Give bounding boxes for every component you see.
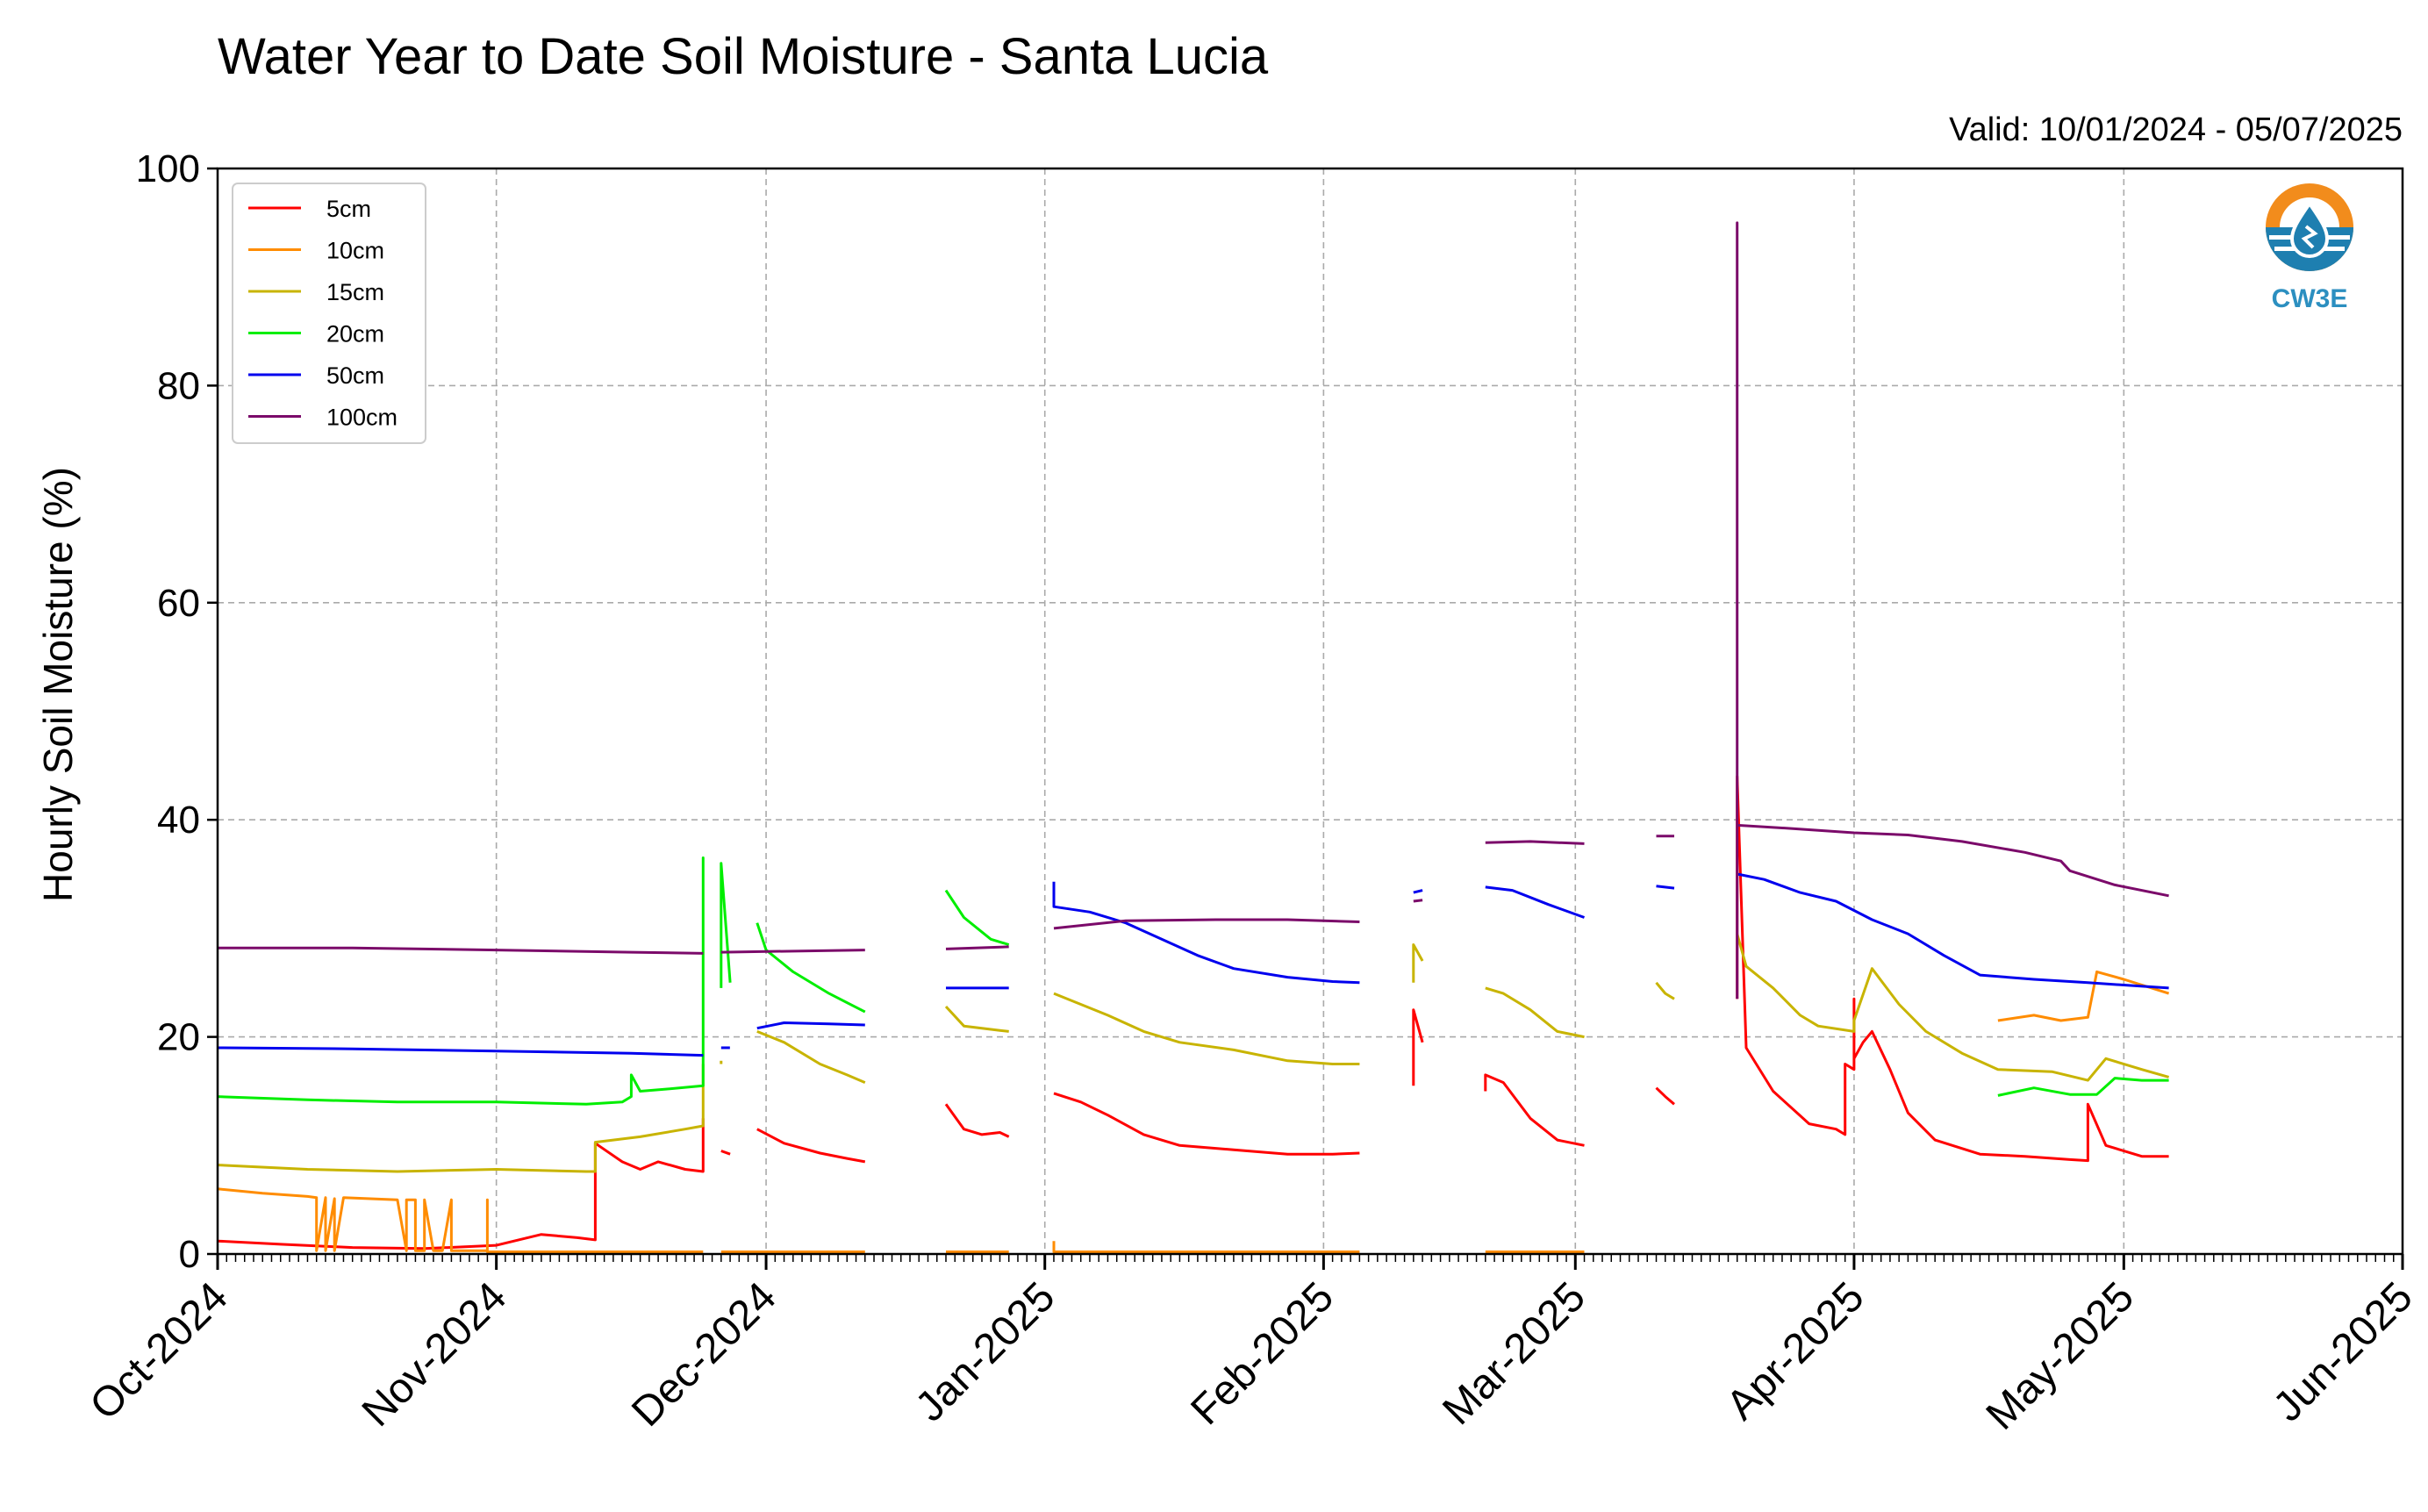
series-segment: [217, 856, 705, 1106]
series-segment: [1485, 986, 1585, 1039]
x-tick-label: Dec-2024: [623, 1273, 785, 1436]
series-segment: [1485, 885, 1586, 919]
series-segment: [1484, 1073, 1585, 1147]
legend-entry-5cm: 5cm: [326, 196, 371, 222]
series-segment: [1736, 775, 2169, 1163]
series-segment: [217, 1187, 704, 1253]
series-segment: [1053, 918, 1360, 930]
series-segment: [1997, 970, 2170, 1022]
series-50cm: [217, 872, 2169, 1057]
plot-frame: [216, 167, 2404, 1256]
x-tick-label: Jun-2025: [2265, 1273, 2422, 1430]
series-segment: [217, 1046, 704, 1057]
series-segment: [1736, 221, 2169, 1000]
series-layer: [217, 221, 2170, 1253]
x-tick-label: Feb-2025: [1182, 1273, 1343, 1434]
cw3e-logo-text: CW3E: [2272, 284, 2348, 313]
series-100cm: [218, 221, 2169, 1000]
series-5cm: [217, 775, 2169, 1250]
series-segment: [756, 922, 866, 1014]
series-segment: [944, 889, 1010, 946]
series-segment: [1413, 899, 1423, 903]
x-tick-label: Jan-2025: [906, 1273, 1064, 1430]
series-segment: [1413, 889, 1423, 894]
x-tick-label: Oct-2024: [82, 1273, 237, 1429]
series-20cm: [217, 856, 2169, 1106]
series-segment: [945, 945, 1009, 950]
x-tick-label: Mar-2025: [1434, 1273, 1594, 1434]
valid-range: Valid: 10/01/2024 - 05/07/2025: [1949, 111, 2403, 148]
series-segment: [1656, 885, 1675, 890]
series-segment: [756, 1021, 865, 1030]
series-segment: [1736, 933, 2170, 1082]
series-15cm: [217, 933, 2170, 1173]
y-axis-label: Hourly Soil Moisture (%): [35, 467, 81, 902]
series-segment: [218, 946, 704, 955]
series-segment: [720, 1150, 731, 1156]
series-segment: [1412, 1008, 1424, 1086]
x-tick-label: Nov-2024: [354, 1273, 516, 1436]
y-tick-label: 100: [136, 147, 200, 190]
legend-entry-100cm: 100cm: [326, 405, 398, 431]
cw3e-logo: CW3E: [2266, 183, 2353, 313]
legend-entry-50cm: 50cm: [326, 362, 384, 389]
grid: [217, 168, 2403, 1255]
series-segment: [217, 1064, 705, 1173]
y-tick-label: 20: [157, 1016, 200, 1059]
series-segment: [1737, 872, 2169, 990]
y-tick-label: 80: [157, 364, 200, 407]
series-segment: [1052, 1241, 1360, 1253]
series-segment: [720, 949, 865, 954]
series-segment: [756, 1128, 866, 1164]
series-segment: [1485, 840, 1585, 845]
y-tick-label: 0: [179, 1233, 200, 1276]
legend: 5cm 10cm 15cm 20cm 50cm 100cm: [232, 183, 426, 444]
y-tick-label: 40: [157, 799, 200, 842]
series-segment: [1412, 943, 1424, 983]
legend-entry-20cm: 20cm: [326, 321, 384, 348]
cw3e-logo-mark: [2266, 183, 2353, 271]
series-segment: [217, 1118, 705, 1250]
series-segment: [720, 862, 732, 988]
legend-entry-15cm: 15cm: [326, 279, 384, 305]
series-10cm: [217, 970, 2170, 1253]
series-segment: [1053, 992, 1360, 1065]
series-segment: [944, 1103, 1010, 1138]
series-segment: [1053, 1092, 1360, 1156]
series-segment: [1997, 1077, 2169, 1097]
series-segment: [1655, 1086, 1675, 1106]
series-segment: [756, 1030, 866, 1084]
chart-title: Water Year to Date Soil Moisture - Santa…: [218, 28, 1269, 85]
x-tick-label: Apr-2025: [1718, 1273, 1873, 1429]
series-segment: [1655, 981, 1675, 1000]
legend-entry-10cm: 10cm: [326, 238, 384, 264]
series-segment: [1052, 881, 1360, 985]
x-tick-label: May-2025: [1978, 1273, 2143, 1438]
y-tick-label: 60: [157, 582, 200, 625]
series-segment: [944, 1005, 1009, 1033]
